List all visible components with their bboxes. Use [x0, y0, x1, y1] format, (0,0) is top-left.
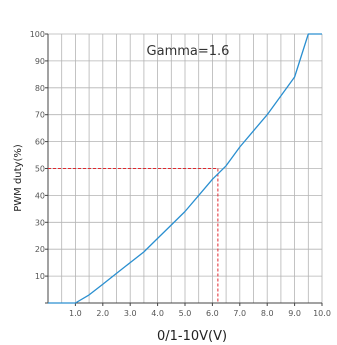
- y-tick-label: 100: [30, 30, 45, 39]
- x-tick-label: 10.0: [313, 309, 331, 318]
- x-tick-label: 5.0: [179, 309, 192, 318]
- y-tick-label: 80: [35, 84, 45, 93]
- x-tick-label: 4.0: [151, 309, 164, 318]
- tick-labels: 10 20 30 40 50 60 70 80 90 100 1.0 2.0 3.0 4.0 5.0 6.0 7…: [30, 30, 331, 318]
- chart-axes: [45, 33, 323, 306]
- x-tick-label: 3.0: [124, 309, 137, 318]
- x-tick-label: 1.0: [69, 309, 82, 318]
- y-tick-label: 90: [35, 57, 45, 66]
- x-tick-label: 7.0: [233, 309, 246, 318]
- series-line: [48, 33, 322, 304]
- chart-title: Gamma=1.6: [147, 44, 230, 59]
- x-tick-label: 2.0: [96, 309, 109, 318]
- x-tick-label: 8.0: [261, 309, 274, 318]
- y-tick-label: 70: [35, 111, 45, 120]
- x-tick-label: 6.0: [206, 309, 219, 318]
- y-tick-label: 10: [35, 272, 45, 281]
- y-tick-label: 40: [35, 191, 45, 200]
- reference-marker: [48, 168, 219, 303]
- y-tick-label: 30: [35, 218, 45, 227]
- y-tick-label: 60: [35, 138, 45, 147]
- y-tick-label: 50: [35, 165, 45, 174]
- y-axis-title: PWM duty(%): [13, 144, 24, 212]
- x-axis-title: 0/1-10V(V): [157, 329, 227, 344]
- y-tick-label: 20: [35, 245, 45, 254]
- series-group: [48, 33, 322, 304]
- x-tick-label: 9.0: [288, 309, 301, 318]
